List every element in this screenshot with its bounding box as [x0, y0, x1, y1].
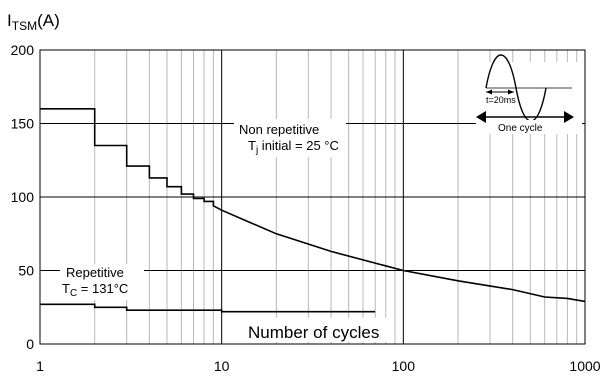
y-tick-label: 150	[11, 116, 35, 132]
repetitive-label: Repetitive	[66, 265, 124, 280]
tick-labels: 1 10 100 1000 0 50 100 150 200	[11, 42, 601, 374]
inset-cycle-label: One cycle	[498, 123, 543, 134]
x-axis-title: Number of cycles	[248, 323, 379, 342]
cycle-arrow-left-head	[476, 111, 486, 123]
curves	[40, 108, 586, 313]
repetitive-label-bg	[60, 264, 144, 300]
plot-area-frame	[39, 49, 586, 345]
inset-period-label: t=20ms	[486, 95, 516, 105]
y-tick-label: 200	[11, 42, 35, 58]
inset-cycle-label-bg	[494, 120, 556, 134]
cycle-arrow-right-head	[564, 111, 574, 123]
x-axis-title-bg	[242, 318, 392, 342]
repetitive-temperature-label: TC = 131°C	[62, 281, 128, 299]
y-tick-label: 50	[18, 263, 34, 279]
y-axis-title: ITSM(A)	[7, 11, 60, 33]
period-arrow-left-head	[486, 89, 492, 95]
non-repetitive-temperature-label: Tj initial = 25 °C	[248, 138, 339, 156]
y-tick-label: 0	[26, 336, 34, 352]
one-cycle-inset: t=20ms One cycle	[476, 54, 582, 134]
x-tick-label: 10	[214, 358, 230, 374]
series-line-non-repetitive	[40, 108, 586, 303]
x-tick-label: 1	[36, 358, 44, 374]
period-arrow-right-head	[508, 89, 514, 95]
x-tick-label: 100	[392, 358, 416, 374]
series-line-repetitive	[40, 303, 376, 313]
non-repetitive-label: Non repetitive	[239, 122, 319, 137]
non-repetitive-label-bg	[234, 119, 346, 157]
y-tick-label: 100	[11, 189, 35, 205]
x-tick-label: 1000	[569, 358, 600, 374]
